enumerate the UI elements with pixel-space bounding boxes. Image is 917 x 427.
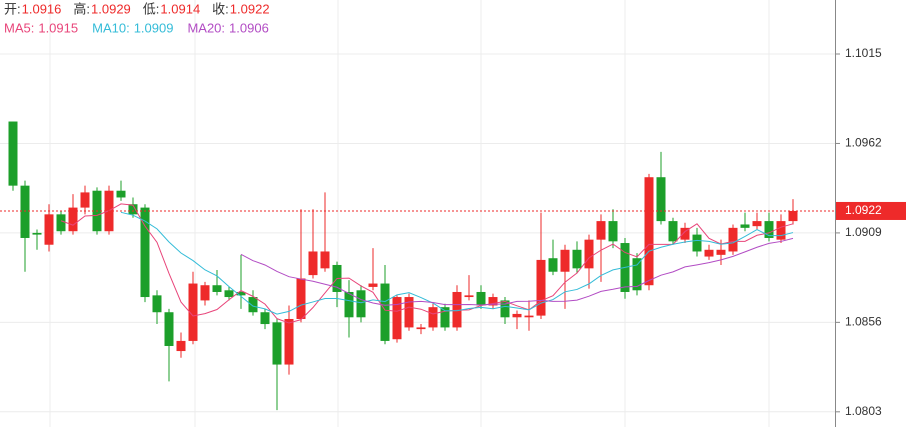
last-price-tag <box>836 201 906 220</box>
ma-value: 1.0909 <box>134 20 174 35</box>
candle-body <box>176 340 186 352</box>
ma-line <box>120 211 794 315</box>
ma-line <box>240 237 794 306</box>
ma-label: MA5: <box>4 20 34 35</box>
ohlc-value: 1.0929 <box>91 1 131 16</box>
candle-body <box>452 291 462 328</box>
candle-body <box>404 297 414 328</box>
candle-body <box>476 291 486 306</box>
candle-body <box>356 290 366 318</box>
candle-body <box>560 249 570 272</box>
candle-body <box>776 221 786 240</box>
candle-body <box>548 258 558 272</box>
y-tick-label: 1.0803 <box>845 404 882 418</box>
candle-body <box>68 207 78 232</box>
candle-body <box>44 214 54 245</box>
candle-body <box>644 177 654 286</box>
candle-body <box>656 177 666 222</box>
candle-body <box>716 249 726 255</box>
y-tick-label: 1.0909 <box>845 225 882 239</box>
candle-body <box>188 283 198 341</box>
ohlc-label: 收: <box>212 1 229 16</box>
candle-body <box>32 232 42 235</box>
ohlc-value: 1.0914 <box>160 1 200 16</box>
candle-body <box>212 285 222 292</box>
candle-body <box>428 307 438 328</box>
candle-body <box>236 291 246 296</box>
ohlc-value: 1.0916 <box>22 1 62 16</box>
ma-label: MA10: <box>92 20 130 35</box>
candle-body <box>764 221 774 238</box>
candle-body <box>140 207 150 298</box>
candle-body <box>416 327 426 330</box>
candle-body <box>320 251 330 269</box>
candle-body <box>692 234 702 252</box>
candle-body <box>56 214 66 232</box>
candle-body <box>596 221 606 240</box>
candle-body <box>272 322 282 365</box>
ohlc-label: 高: <box>73 1 90 16</box>
y-tick-label: 1.0962 <box>845 136 882 150</box>
candle-body <box>116 190 126 198</box>
candle-body <box>464 295 474 298</box>
candle-body <box>8 121 18 186</box>
candle-body <box>512 313 522 318</box>
candle-body <box>368 283 378 287</box>
candle-body <box>572 249 582 269</box>
candle-body <box>20 185 30 238</box>
candle-body <box>728 227 738 252</box>
candle-body <box>608 221 618 242</box>
y-tick-label: 1.1015 <box>845 46 882 60</box>
candle-body <box>536 259 546 316</box>
ma-value: 1.0906 <box>229 20 269 35</box>
ma-line <box>60 203 794 324</box>
candle-body <box>296 278 306 319</box>
candle-body <box>224 290 234 298</box>
last-price-label: 1.0922 <box>845 203 882 217</box>
candle-body <box>344 291 354 318</box>
candle-body <box>488 297 498 306</box>
candle-body <box>164 312 174 346</box>
ohlc-label: 开: <box>4 1 21 16</box>
candle-body <box>440 307 450 328</box>
candle-body <box>248 297 258 313</box>
ohlc-label: 低: <box>143 1 160 16</box>
candle-body <box>632 258 642 291</box>
ma-value: 1.0915 <box>38 20 78 35</box>
ohlc-value: 1.0922 <box>230 1 270 16</box>
candle-body <box>788 210 798 222</box>
candle-body <box>308 251 318 276</box>
candle-body <box>200 285 210 301</box>
candle-body <box>668 221 678 242</box>
candle-body <box>500 300 510 318</box>
candle-body <box>704 249 714 257</box>
candle-body <box>260 312 270 325</box>
ma-label: MA20: <box>187 20 225 35</box>
candle-body <box>152 295 162 313</box>
candle-body <box>284 318 294 365</box>
candle-body <box>740 224 750 228</box>
candle-body <box>380 283 390 341</box>
candle-body <box>524 315 534 318</box>
candle-body <box>128 204 138 215</box>
candle-body <box>392 297 402 340</box>
y-tick-label: 1.0856 <box>845 315 882 329</box>
candle-body <box>584 239 594 269</box>
candle-body <box>752 221 762 227</box>
candle-body <box>80 192 90 208</box>
candle-body <box>680 227 690 240</box>
